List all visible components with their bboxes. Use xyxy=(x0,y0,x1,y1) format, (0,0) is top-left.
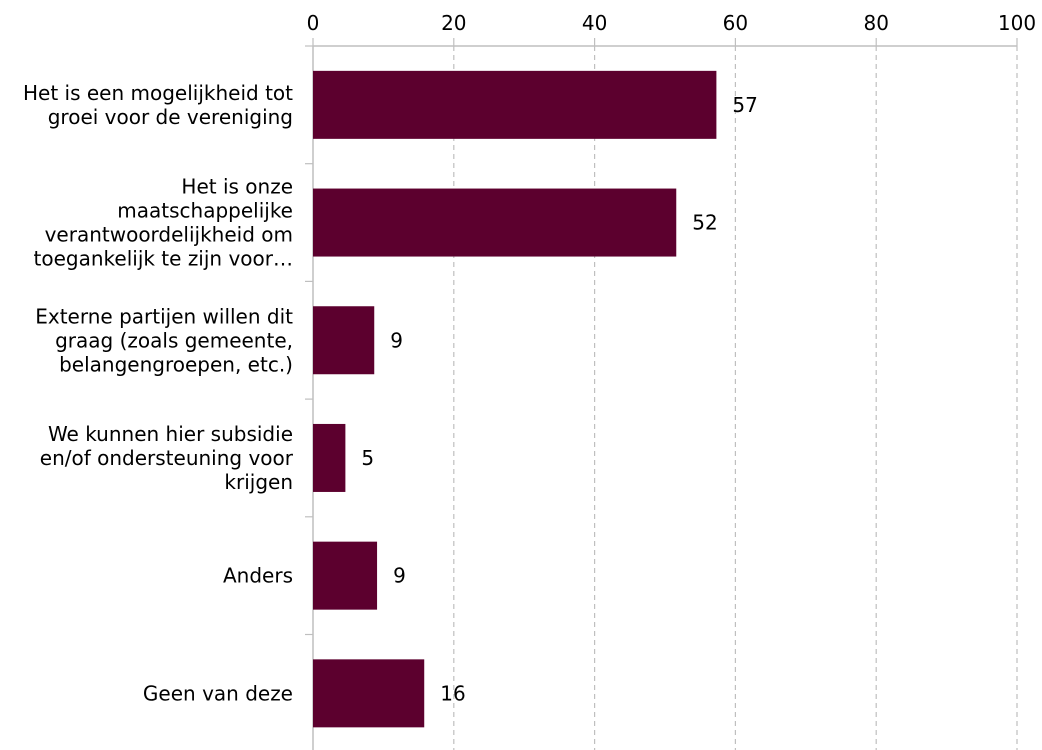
x-tick-label: 20 xyxy=(441,11,466,35)
bar xyxy=(313,659,425,728)
bar xyxy=(313,70,717,139)
bar xyxy=(313,423,346,492)
labels: 0 20 40 60 80 100 57 Het is een mogelijkheid to… xyxy=(23,11,1036,705)
axes xyxy=(305,38,1018,750)
data-label: 5 xyxy=(361,446,374,470)
x-tick-label: 100 xyxy=(998,11,1036,35)
category-label: toegankelijk te zijn voor… xyxy=(34,247,293,271)
x-tick-label: 0 xyxy=(307,11,320,35)
data-label: 16 xyxy=(440,681,465,705)
category-label: maatschappelijke xyxy=(117,199,293,223)
data-label: 9 xyxy=(390,328,403,352)
category-label: Externe partijen willen dit xyxy=(35,304,293,328)
category-label: We kunnen hier subsidie xyxy=(48,422,293,446)
bar xyxy=(313,188,677,257)
category-label: Het is onze xyxy=(181,175,293,199)
x-tick-label: 40 xyxy=(582,11,607,35)
category-label: Het is een mogelijkheid tot xyxy=(23,81,293,105)
category-label: Anders xyxy=(223,564,293,588)
data-label: 52 xyxy=(692,211,717,235)
data-label: 57 xyxy=(732,93,757,117)
category-label: belangengroepen, etc.) xyxy=(59,352,293,376)
category-label: krijgen xyxy=(224,470,293,494)
category-label: en/of ondersteuning voor xyxy=(40,446,294,470)
category-label: groei voor de vereniging xyxy=(48,105,293,129)
bars xyxy=(313,70,717,728)
bar xyxy=(313,306,375,375)
x-tick-label: 80 xyxy=(863,11,888,35)
bar xyxy=(313,541,378,610)
category-label: Geen van deze xyxy=(143,681,293,705)
x-tick-label: 60 xyxy=(723,11,748,35)
category-label: graag (zoals gemeente, xyxy=(55,328,293,352)
data-label: 9 xyxy=(393,564,406,588)
gridlines xyxy=(453,46,1018,750)
category-label: verantwoordelijkheid om xyxy=(45,223,293,247)
